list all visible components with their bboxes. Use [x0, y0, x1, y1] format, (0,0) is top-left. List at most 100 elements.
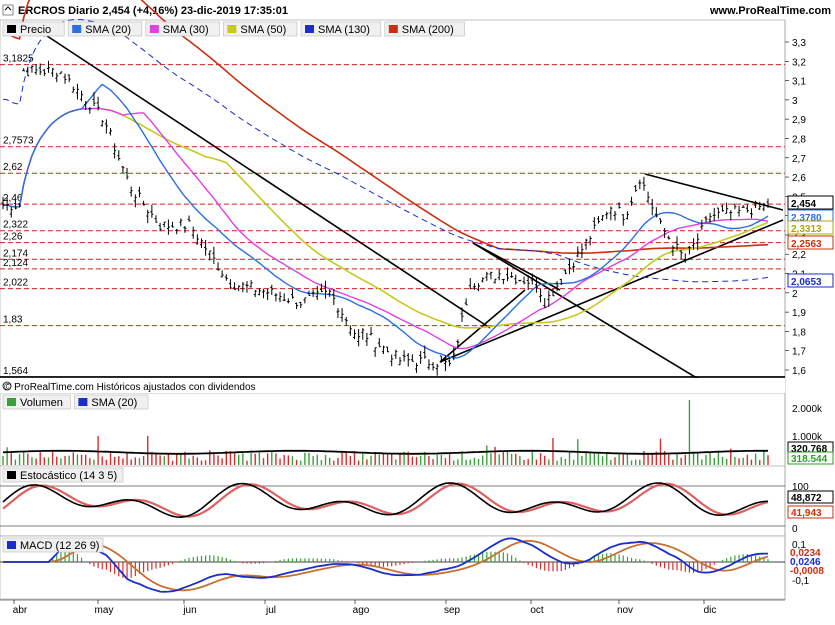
- legend-label: SMA (130): [318, 24, 370, 36]
- price-tag-label: 2,2563: [791, 239, 822, 250]
- price-panel-frame: [0, 19, 786, 379]
- stoch-tag-box: [787, 490, 834, 504]
- brand-label[interactable]: www.ProRealTime.com: [709, 5, 831, 17]
- legend-swatch: [149, 25, 159, 33]
- legend-swatch: [305, 25, 314, 33]
- y-tick-label: 3,2: [792, 57, 806, 68]
- y-tick-label: 1,8: [792, 327, 806, 338]
- y-tick-label: 2,2: [792, 250, 806, 261]
- level-label: 2,46: [3, 193, 23, 204]
- macd-signal-line: [3, 539, 769, 592]
- price-tag-box: [787, 195, 834, 210]
- legend-label: Volumen: [20, 397, 63, 409]
- x-tick-label: dic: [704, 605, 717, 616]
- level-label: 2,022: [3, 278, 28, 289]
- trendline: [34, 27, 491, 329]
- header-bar: [0, 0, 835, 20]
- x-tick-label: jul: [265, 605, 276, 616]
- trendline: [472, 242, 721, 393]
- x-tick-label: oct: [530, 605, 544, 616]
- stoch-tick-label: 0: [792, 524, 798, 535]
- price-tag-label: 2,0653: [791, 277, 822, 288]
- legend-label: MACD (12 26 9): [20, 540, 99, 552]
- level-label: 2,124: [3, 258, 28, 269]
- y-tick-label: 2: [792, 289, 798, 300]
- stoch-tag-label: 48,872: [791, 493, 822, 504]
- level-label: 2,26: [3, 232, 23, 243]
- legend-swatch: [7, 25, 16, 33]
- level-label: 2,62: [3, 162, 23, 173]
- macd-line: [3, 537, 768, 593]
- x-tick-label: ago: [353, 605, 370, 616]
- level-label: 2,7573: [3, 136, 34, 147]
- legend-swatch: [7, 541, 16, 549]
- price-tag-label: 2,3313: [791, 224, 822, 235]
- trendline: [439, 219, 784, 363]
- moving-averages: [2, 0, 769, 359]
- macd-tag-label: 0,0234: [790, 548, 821, 559]
- legend-label: Estocástico (14 3 5): [20, 470, 117, 482]
- legend-swatch: [7, 398, 16, 406]
- credit-text: © ProRealTime.com Históricos ajustados c…: [4, 382, 256, 393]
- volume-tick-label: 2.000k: [792, 404, 823, 415]
- legend-label: SMA (200): [402, 24, 454, 36]
- level-label: 2,174: [3, 248, 28, 259]
- legend-box: [384, 21, 465, 37]
- price-tag-box: [787, 273, 834, 288]
- level-label: 1,564: [3, 366, 28, 377]
- legend-box: [2, 537, 104, 553]
- x-tick-label: may: [95, 605, 114, 616]
- legend-swatch: [227, 25, 237, 33]
- legend-box: [2, 467, 124, 483]
- legend-label: SMA (20): [85, 24, 131, 36]
- level-label: 1,83: [3, 315, 23, 326]
- copyright-icon: [2, 381, 12, 391]
- x-tick-label: nov: [617, 605, 633, 616]
- menu-icon[interactable]: [2, 4, 14, 16]
- y-tick-label: 1,6: [792, 366, 806, 377]
- volume-tick-label: 1.000k: [792, 432, 823, 443]
- stoch-tag-box: [787, 505, 834, 519]
- legend-label: SMA (30): [163, 24, 209, 36]
- price-tag-box: [787, 220, 834, 235]
- price-tag-label: 2,3780: [791, 213, 822, 224]
- x-tick-label: jun: [182, 605, 196, 616]
- x-axis: abr may jun jul ago sep oct nov dic: [0, 599, 785, 616]
- legend-label: SMA (20): [91, 397, 137, 409]
- legend-swatch: [7, 471, 16, 479]
- price-bars: [1, 60, 770, 376]
- legend-label: Precio: [20, 24, 51, 36]
- sma-line: [2, 107, 769, 329]
- legend-box: [145, 21, 220, 37]
- legend-swatch: [72, 25, 82, 33]
- level-label: 2,322: [3, 220, 28, 231]
- volume-legend: Volumen SMA (20): [2, 394, 149, 410]
- level-label: 3,1825: [3, 54, 34, 65]
- legend-box: [2, 394, 71, 410]
- volume-tag-box: [787, 451, 834, 465]
- stoch-y-axis: 100 0 48,872 41,943: [787, 482, 834, 535]
- macd-lines: [0, 537, 785, 593]
- legend-box: [223, 21, 298, 37]
- macd-tick-label: -0,1: [792, 576, 810, 587]
- volume-sma-line: [2, 449, 768, 455]
- price-tag-box: [787, 235, 834, 250]
- legend-label: SMA (50): [240, 24, 286, 36]
- y-tick-label: 1,7: [792, 347, 806, 358]
- stoch-k-line: [2, 482, 769, 519]
- legend-box: [300, 21, 382, 37]
- y-tick-label: 3,1: [792, 77, 806, 88]
- volume-tag-label: 318.544: [791, 454, 828, 465]
- volume-bars: [2, 400, 769, 465]
- y-tick-label: 2,9: [792, 115, 806, 126]
- y-tick-label: 2,6: [792, 173, 806, 184]
- legend-box: [2, 21, 65, 37]
- macd-tick-label: 0,1: [792, 540, 806, 551]
- y-tick-label: 2,8: [792, 134, 806, 145]
- legend-swatch: [78, 398, 88, 406]
- x-tick-label: abr: [13, 605, 28, 616]
